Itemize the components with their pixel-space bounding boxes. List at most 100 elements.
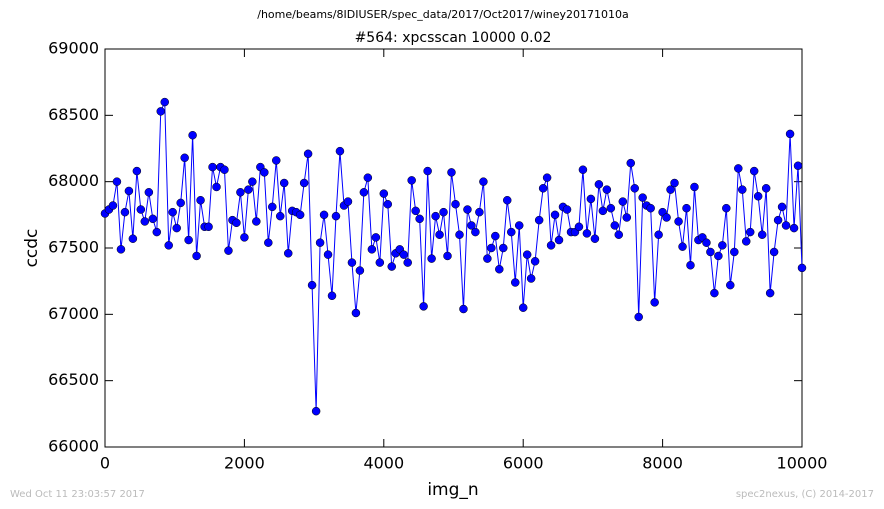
x-axis-label: img_n: [427, 480, 478, 500]
data-point: [279, 178, 289, 188]
data-point: [793, 161, 803, 170]
data-point: [351, 308, 361, 318]
data-point: [502, 195, 512, 205]
data-point: [176, 198, 185, 208]
data-point: [714, 251, 723, 261]
data-point: [248, 177, 257, 186]
data-point: [307, 280, 317, 290]
data-point: [124, 186, 134, 196]
data-point: [534, 215, 544, 225]
data-point: [630, 184, 639, 193]
y-tick-label: 67000: [48, 304, 99, 323]
data-point: [773, 215, 783, 225]
data-point: [562, 205, 572, 214]
data-point: [769, 247, 779, 257]
data-point: [112, 177, 122, 186]
data-point: [511, 278, 520, 287]
data-point: [538, 184, 548, 193]
data-point: [467, 221, 476, 230]
data-point: [383, 199, 393, 209]
data-point: [160, 97, 169, 107]
data-point: [168, 207, 177, 217]
data-point: [518, 303, 528, 312]
data-point: [455, 230, 464, 239]
data-point: [702, 238, 711, 247]
data-point: [232, 218, 241, 228]
data-point: [379, 189, 389, 198]
data-point: [753, 192, 763, 201]
data-point: [156, 107, 166, 116]
data-point: [761, 184, 771, 193]
data-point: [602, 185, 612, 194]
data-point: [252, 217, 261, 226]
data-point: [180, 153, 189, 163]
data-point: [196, 195, 205, 205]
data-point: [303, 149, 313, 159]
data-point: [745, 227, 755, 237]
data-point: [144, 188, 154, 197]
data-point: [335, 146, 345, 156]
data-point: [765, 288, 775, 298]
y-axis-label: ccdc: [22, 229, 42, 268]
data-point: [311, 406, 321, 416]
data-point: [359, 188, 369, 197]
data-point: [140, 217, 150, 226]
data-point: [164, 241, 173, 250]
data-point: [399, 250, 408, 259]
data-point: [459, 304, 468, 314]
data-point: [706, 247, 715, 257]
data-point: [530, 257, 540, 266]
data-point: [375, 258, 385, 267]
data-point: [574, 222, 584, 232]
y-tick-label: 68500: [48, 105, 99, 124]
data-point: [224, 246, 233, 255]
y-tick-label: 67500: [48, 238, 99, 257]
data-point: [789, 223, 799, 233]
data-point: [594, 180, 604, 189]
data-point: [550, 210, 560, 220]
data-point: [722, 203, 731, 213]
x-tick-label: 10000: [777, 454, 828, 473]
data-point: [542, 173, 552, 182]
data-point: [614, 230, 624, 239]
data-point: [371, 233, 381, 242]
data-point: [741, 237, 751, 246]
data-point: [264, 238, 273, 247]
data-point: [152, 227, 162, 237]
data-point: [431, 211, 440, 221]
data-point: [499, 243, 508, 253]
data-point: [475, 207, 484, 217]
data-point: [347, 258, 357, 267]
data-point: [331, 211, 341, 221]
data-point: [116, 245, 126, 254]
x-tick-label: 0: [100, 454, 110, 473]
data-point: [734, 164, 743, 173]
data-point: [546, 241, 556, 250]
data-point: [387, 262, 396, 271]
x-tick-label: 4000: [363, 454, 404, 473]
data-point: [132, 166, 142, 176]
data-point: [626, 158, 635, 168]
data-point: [327, 291, 337, 301]
data-point: [212, 182, 221, 192]
data-point: [283, 249, 293, 258]
data-point: [240, 233, 249, 242]
data-point: [578, 165, 588, 174]
data-point: [136, 205, 146, 214]
footer-right: spec2nexus, (C) 2014-2017: [736, 489, 874, 500]
data-point: [710, 288, 719, 298]
data-point: [491, 231, 500, 241]
data-point: [495, 264, 504, 274]
data-point: [726, 280, 735, 290]
data-line: [104, 101, 803, 412]
data-point: [781, 221, 791, 230]
data-point: [650, 298, 659, 307]
data-point: [674, 217, 683, 226]
data-point: [738, 185, 747, 194]
data-point: [610, 221, 620, 230]
data-point: [220, 165, 229, 174]
data-point: [618, 197, 628, 206]
data-point: [315, 238, 325, 247]
data-point: [184, 235, 193, 245]
data-point: [646, 203, 655, 213]
